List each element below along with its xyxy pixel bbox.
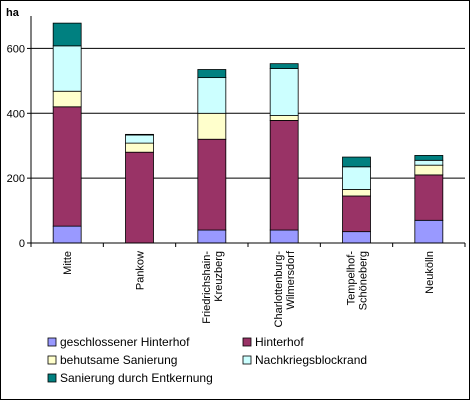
bar-segment-3-3 — [197, 112, 227, 140]
bar-segment-1-1 — [52, 225, 82, 244]
bar-segment-1-2 — [52, 106, 82, 227]
bar-segment-4-3 — [269, 115, 299, 121]
y-axis-label: ha — [6, 7, 20, 19]
bar-segment-2-4 — [125, 134, 154, 144]
legend-label: Nachkriegsblockrand — [255, 353, 367, 367]
bar-segment-5-3 — [342, 189, 371, 197]
y-tick-labels: 0 200 400 600 — [7, 43, 25, 250]
axes — [27, 16, 466, 247]
bar-segment-5-4 — [342, 166, 371, 190]
legend-label: behutsame Sanierung — [60, 353, 177, 367]
gridlines — [31, 47, 465, 179]
category-label: Tempelhof-Schöneberg — [346, 251, 370, 311]
bar-segment-6-3 — [414, 164, 444, 176]
bar-segment-1-5 — [52, 22, 82, 47]
bar-segment-4-5 — [269, 63, 299, 69]
legend: geschlossener Hinterhof Hinterhof behutsam… — [47, 335, 367, 385]
legend-label: geschlossener Hinterhof — [60, 335, 190, 349]
bar-segment-2-2 — [125, 151, 154, 244]
category-label: Neukölln — [424, 251, 436, 294]
y-tick-label: 400 — [7, 108, 25, 120]
bar-segment-6-5 — [414, 155, 444, 161]
legend-swatch — [47, 373, 57, 383]
category-label: Charlottenburg-Wilmersdorf — [273, 250, 297, 327]
legend-swatch — [242, 355, 252, 365]
bar-segment-4-1 — [269, 229, 299, 244]
category-label: Friedrichshain-Kreuzberg — [201, 251, 225, 324]
bar-segment-5-5 — [342, 156, 371, 168]
bar-segment-4-4 — [269, 68, 299, 116]
bar-segment-3-1 — [197, 229, 227, 244]
category-label: Pankow — [135, 251, 147, 290]
bar-segment-6-4 — [414, 159, 444, 166]
legend-swatch — [47, 355, 57, 365]
legend-label: Sanierung durch Entkernung — [60, 371, 213, 385]
bar-segment-1-4 — [52, 45, 82, 92]
y-tick-label: 600 — [7, 43, 25, 55]
category-labels: Mitte Pankow Friedrichshain-Kreuzberg Charl… — [62, 250, 436, 327]
category-label: Mitte — [62, 251, 74, 275]
bar-segment-6-1 — [414, 219, 444, 244]
legend-swatch — [47, 337, 57, 347]
y-tick-label: 200 — [7, 173, 25, 185]
y-tick-label: 0 — [19, 238, 25, 250]
legend-swatch — [242, 337, 252, 347]
bar-segment-3-5 — [197, 69, 227, 79]
bar-segment-4-2 — [269, 120, 299, 231]
bar-segment-6-2 — [414, 174, 444, 221]
bars — [52, 22, 444, 244]
bar-segment-1-3 — [52, 90, 82, 108]
bar-segment-3-2 — [197, 138, 227, 231]
bar-segment-2-3 — [125, 142, 154, 153]
legend-label: Hinterhof — [255, 335, 304, 349]
bar-segment-5-2 — [342, 195, 371, 233]
bar-segment-5-1 — [342, 231, 371, 244]
bar-segment-3-4 — [197, 77, 227, 114]
bar-segment-2-5 — [125, 133, 154, 136]
